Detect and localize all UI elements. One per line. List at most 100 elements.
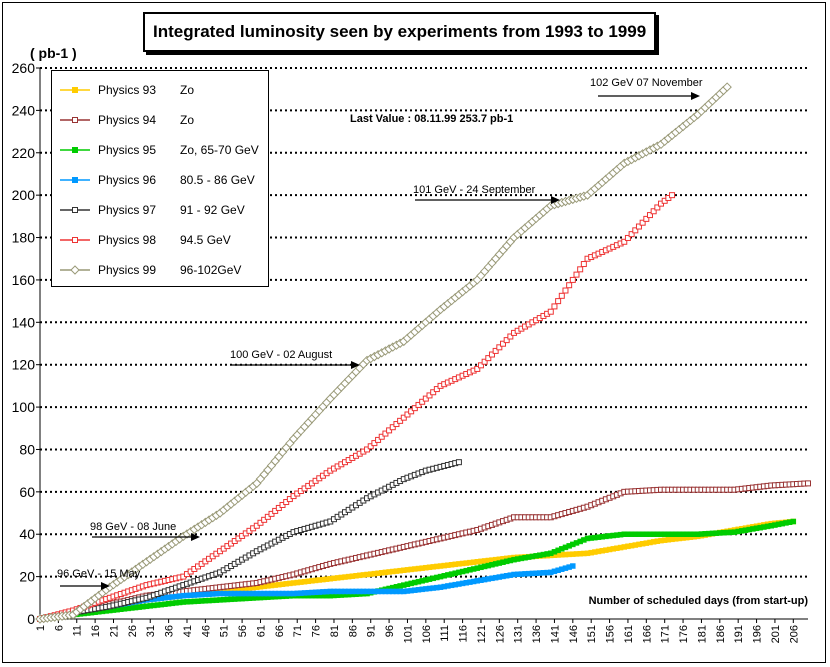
- data-point: [570, 563, 576, 569]
- data-point: [577, 266, 584, 273]
- data-point: [367, 443, 374, 450]
- data-point: [632, 227, 639, 234]
- data-point: [433, 386, 440, 393]
- data-point: [415, 401, 422, 408]
- data-point: [621, 238, 628, 245]
- annotation-label: 101 GeV - 24 September: [413, 184, 536, 196]
- x-tick-label: 106: [421, 625, 433, 643]
- x-axis-label: Number of scheduled days (from start-up): [589, 595, 809, 607]
- data-point: [628, 231, 635, 238]
- data-point: [411, 405, 418, 412]
- legend-energy: Zo: [180, 113, 195, 127]
- x-tick-label: 31: [145, 625, 157, 637]
- legend-label: Physics 97: [98, 203, 157, 217]
- legend-swatch: [60, 265, 90, 275]
- legend-energy: Zo: [180, 83, 195, 97]
- x-tick-label: 126: [494, 625, 506, 643]
- x-tick-label: 146: [568, 625, 580, 643]
- legend-label: Physics 99: [98, 263, 157, 277]
- annotation-label: 100 GeV - 02 August: [230, 349, 332, 361]
- y-tick-label: 100: [12, 399, 36, 415]
- x-tick-label: 46: [200, 625, 212, 637]
- data-point: [382, 430, 389, 437]
- data-point: [635, 223, 642, 230]
- data-point: [643, 215, 650, 222]
- legend-label: Physics 93: [98, 83, 157, 97]
- x-tick-label: 21: [108, 625, 120, 637]
- x-tick-label: 16: [90, 625, 102, 637]
- data-point: [566, 282, 573, 289]
- x-tick-label: 151: [586, 625, 598, 643]
- y-tick-label: 180: [12, 230, 36, 246]
- y-tick-label: 60: [19, 484, 35, 500]
- legend-swatch: [60, 117, 90, 123]
- x-tick-label: 171: [660, 625, 672, 643]
- data-point: [422, 395, 429, 402]
- data-point: [573, 271, 580, 278]
- data-point: [419, 398, 426, 405]
- y-tick-label: 240: [12, 102, 36, 118]
- data-point: [488, 351, 495, 358]
- x-tick-label: 156: [605, 625, 617, 643]
- y-tick-label: 140: [12, 314, 36, 330]
- data-point: [503, 337, 510, 344]
- data-point: [389, 424, 396, 431]
- data-point: [393, 421, 400, 428]
- x-tick-label: 91: [366, 625, 378, 637]
- last-value-annotation: Last Value : 08.11.99 253.7 pb-1: [350, 113, 513, 125]
- chart-title: Integrated luminosity seen by experiment…: [143, 12, 657, 52]
- legend-label: Physics 96: [98, 173, 157, 187]
- legend-item: Physics 96 80.5 - 86 GeV: [52, 170, 268, 190]
- x-tick-label: 36: [164, 625, 176, 637]
- x-tick-label: 136: [531, 625, 543, 643]
- data-point: [654, 204, 661, 211]
- x-tick-label: 141: [549, 625, 561, 643]
- annotation-arrowhead: [101, 582, 110, 590]
- data-point: [805, 480, 811, 487]
- x-tick-label: 161: [623, 625, 635, 643]
- data-point: [555, 298, 562, 305]
- x-tick-label: 166: [641, 625, 653, 643]
- data-point: [378, 433, 385, 440]
- data-point: [558, 292, 565, 299]
- data-point: [650, 208, 657, 215]
- data-point: [646, 212, 653, 219]
- x-tick-label: 186: [715, 625, 727, 643]
- data-point: [477, 362, 484, 369]
- data-point: [551, 303, 558, 310]
- data-point: [426, 392, 433, 399]
- data-point: [400, 414, 407, 421]
- y-tick-label: 120: [12, 357, 36, 373]
- x-tick-label: 191: [733, 625, 745, 643]
- x-tick-label: 81: [329, 625, 341, 637]
- x-tick-label: 11: [72, 625, 84, 636]
- data-point: [639, 219, 646, 226]
- annotation-arrowhead: [691, 92, 700, 100]
- data-point: [408, 408, 415, 415]
- annotation-arrowhead: [351, 361, 360, 369]
- data-point: [485, 355, 492, 362]
- y-tick-label: 80: [19, 441, 35, 457]
- legend-swatch: [60, 237, 90, 243]
- y-tick-label: 260: [12, 60, 36, 76]
- legend-item: Physics 97 91 - 92 GeV: [52, 200, 268, 220]
- data-point: [580, 261, 587, 268]
- x-tick-label: 71: [292, 625, 304, 637]
- x-tick-label: 176: [678, 625, 690, 643]
- legend-energy: 94.5 GeV: [180, 233, 231, 247]
- x-tick-label: 56: [237, 625, 249, 637]
- annotation-label: 102 GeV 07 November: [590, 77, 703, 89]
- data-point: [474, 365, 481, 372]
- legend-label: Physics 95: [98, 143, 157, 157]
- data-point: [481, 358, 488, 365]
- data-point: [455, 459, 462, 466]
- x-tick-label: 86: [347, 625, 359, 637]
- legend-item: Physics 98 94.5 GeV: [52, 230, 268, 250]
- x-tick-label: 111: [439, 625, 451, 642]
- data-point: [722, 82, 732, 92]
- annotation-label: 98 GeV - 08 June: [90, 521, 176, 533]
- x-tick-label: 41: [182, 625, 194, 637]
- data-point: [371, 440, 378, 447]
